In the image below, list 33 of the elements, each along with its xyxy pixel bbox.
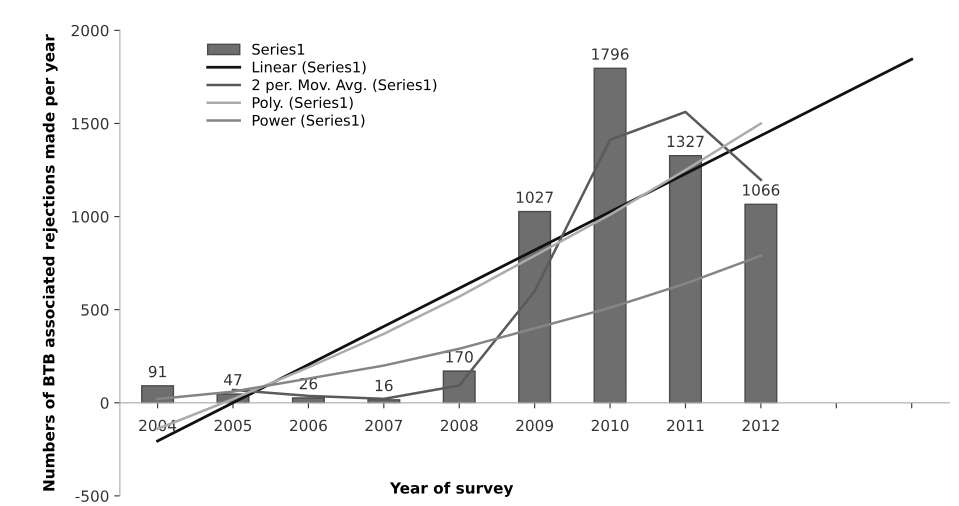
x-tick-label: 2009 xyxy=(516,420,554,432)
bar xyxy=(668,154,702,404)
data-label: 47 xyxy=(224,374,242,386)
x-tick-label: 2005 xyxy=(214,420,252,432)
x-tick-label: 2007 xyxy=(365,420,402,432)
y-tick-label: 1000 xyxy=(72,211,108,223)
data-label: 170 xyxy=(446,351,473,363)
bar xyxy=(744,204,778,404)
bar xyxy=(518,210,552,404)
x-tick-label: 2006 xyxy=(290,420,327,432)
legend-label: Poly. (Series1) xyxy=(252,96,353,111)
data-label: 1066 xyxy=(743,184,780,196)
x-tick-label: 2008 xyxy=(440,420,478,432)
x-tick-label: 2011 xyxy=(667,420,704,432)
legend-label: Linear (Series1) xyxy=(252,61,366,74)
y-axis-title: Numbers of BTB associated rejections made per year xyxy=(42,34,58,491)
x-axis-title: Year of survey xyxy=(390,482,514,497)
legend-label: 2 per. Mov. Avg. (Series1) xyxy=(252,79,436,94)
legend-label: Power (Series1) xyxy=(252,114,364,128)
legend-label: Series1 xyxy=(252,43,304,55)
y-tick-label: 1500 xyxy=(72,118,108,130)
data-label: 91 xyxy=(148,366,166,378)
y-tick-label: 0 xyxy=(100,397,108,409)
y-tick-label: 500 xyxy=(81,304,108,316)
data-label: 16 xyxy=(376,380,393,392)
y-tick-label: -500 xyxy=(76,490,108,502)
data-label: 1796 xyxy=(592,48,629,60)
bar xyxy=(594,68,627,404)
x-tick-label: 2012 xyxy=(742,420,779,432)
data-label: 1027 xyxy=(516,191,553,204)
x-tick-label: 2010 xyxy=(592,420,628,432)
y-tick-label: 2000 xyxy=(72,24,108,36)
data-label: 1327 xyxy=(668,136,704,148)
